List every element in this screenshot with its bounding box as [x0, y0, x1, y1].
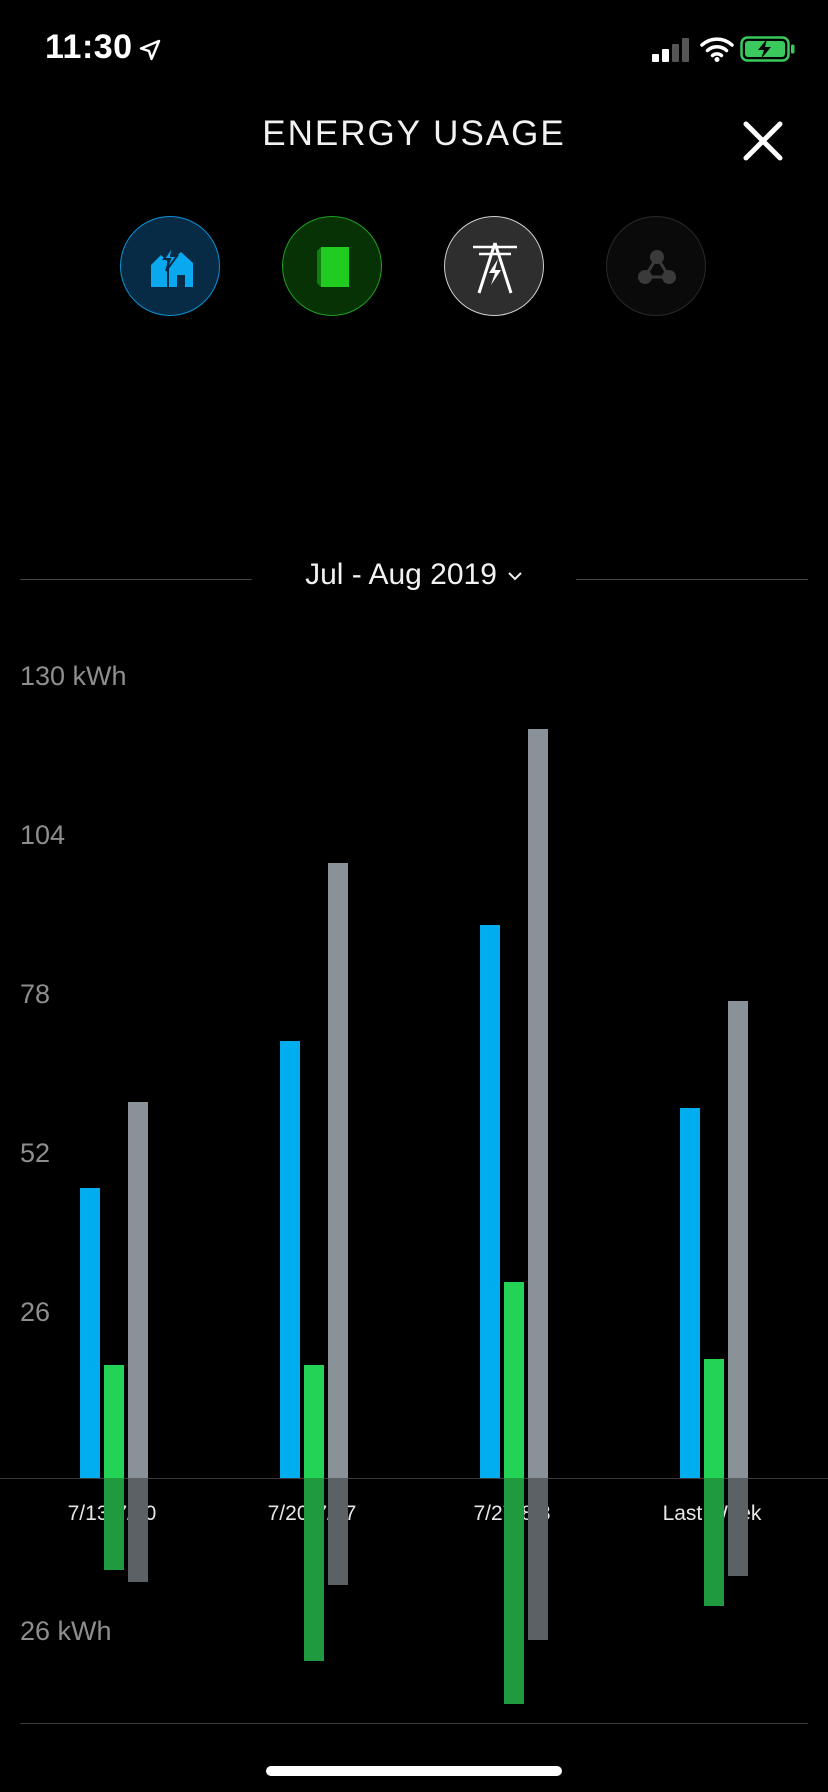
y-tick-label: 26 [20, 1297, 51, 1327]
solar-panel-icon [317, 247, 349, 287]
status-time: 11:30 [45, 28, 133, 66]
powerwall-icon [638, 250, 676, 284]
y-tick-label: 52 [20, 1138, 51, 1168]
grid-export-bar [128, 1478, 148, 1582]
chart-bottom-divider [20, 1723, 808, 1724]
period-divider-right [576, 579, 808, 580]
close-button[interactable] [738, 116, 788, 166]
home-usage-bar [680, 1108, 700, 1478]
grid-usage-bar [128, 1101, 148, 1478]
period-divider-left [20, 579, 252, 580]
y-negative-label: 26 kWh [20, 1616, 112, 1646]
home-usage-bar [280, 1040, 300, 1478]
status-bar: 11:30 [0, 0, 828, 100]
home-lightning-icon [151, 244, 193, 287]
battery-charging-icon [740, 36, 795, 62]
chevron-down-icon [508, 572, 522, 581]
solar-export-bar [704, 1478, 724, 1607]
chart-baseline [0, 1478, 828, 1479]
solar-export-bar [104, 1478, 124, 1570]
solar-source-button[interactable] [282, 216, 382, 316]
solar-usage-bar [704, 1358, 724, 1478]
close-icon [743, 121, 783, 161]
page-title: ENERGY USAGE [262, 114, 566, 153]
solar-usage-bar [104, 1364, 124, 1478]
wifi-icon [700, 37, 734, 62]
grid-usage-bar [528, 728, 548, 1478]
grid-export-bar [528, 1478, 548, 1641]
solar-export-bar [504, 1478, 524, 1705]
y-tick-label: 78 [20, 979, 51, 1009]
period-label: Jul - Aug 2019 [305, 558, 497, 591]
grid-export-bar [328, 1478, 348, 1586]
solar-export-bar [304, 1478, 324, 1662]
home-usage-bar [80, 1187, 100, 1478]
solar-usage-bar [304, 1364, 324, 1478]
y-tick-label: 104 [20, 820, 66, 850]
grid-usage-bar [728, 1001, 748, 1478]
powerwall-source-button[interactable] [606, 216, 706, 316]
grid-source-button[interactable] [444, 216, 544, 316]
source-selector-row [0, 216, 828, 320]
solar-usage-bar [504, 1282, 524, 1478]
grid-export-bar [728, 1478, 748, 1576]
power-tower-icon [473, 242, 517, 294]
home-usage-bar [480, 924, 500, 1478]
grid-usage-bar [328, 863, 348, 1478]
cellular-signal-icon [652, 38, 689, 62]
period-selector[interactable]: Jul - Aug 2019 [250, 558, 578, 602]
location-arrow-icon [139, 39, 161, 61]
y-tick-label: 130 kWh [20, 661, 127, 691]
home-indicator[interactable] [266, 1766, 562, 1776]
home-source-button[interactable] [120, 216, 220, 316]
